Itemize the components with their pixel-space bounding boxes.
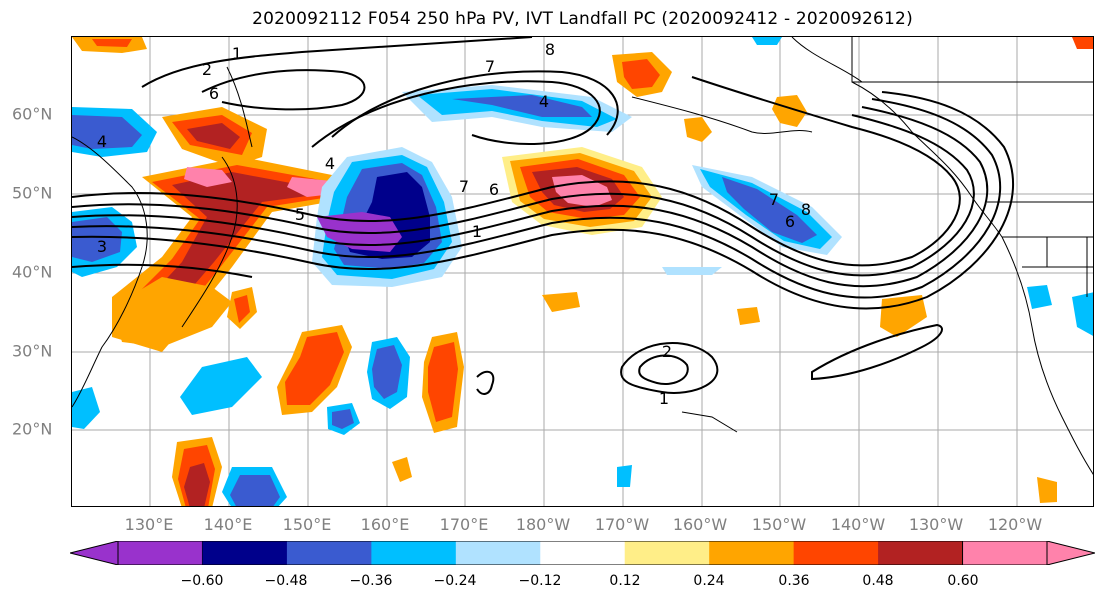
contour-label: 8 — [545, 40, 555, 59]
lon-label: 150°W — [751, 515, 807, 534]
contour-label: 1 — [232, 44, 242, 63]
contour-label: 2 — [662, 342, 672, 361]
colorbar-tick-label: 0.36 — [778, 573, 810, 589]
lon-label: 130°E — [124, 515, 174, 534]
contour-label: 8 — [801, 200, 811, 219]
colorbar-segment — [371, 541, 457, 565]
map-svg: 1 2 6 4 3 5 7 6 8 4 7 8 6 4 7 1 2 1 — [72, 37, 1093, 506]
colorbar-extend-min — [70, 541, 203, 565]
contour-label: 2 — [202, 60, 212, 79]
contour-label: 7 — [485, 57, 495, 76]
contour-label: 7 — [459, 177, 469, 196]
colorbar-tick-label: 0.48 — [862, 573, 894, 589]
lon-label: 160°E — [360, 515, 410, 534]
lon-label: 130°W — [908, 515, 964, 534]
coastlines — [72, 37, 1093, 475]
lon-label: 160°W — [672, 515, 728, 534]
colorbar-segment — [709, 541, 795, 565]
lat-label: 50°N — [12, 183, 53, 203]
contour-label: 6 — [209, 84, 219, 103]
colorbar-tick-label: −0.24 — [433, 573, 477, 589]
colorbar-tick-label: −0.60 — [180, 573, 224, 589]
lon-label: 150°E — [282, 515, 332, 534]
contour-label: 3 — [97, 237, 107, 256]
colorbar-segment — [455, 541, 541, 565]
colorbar-segment — [878, 541, 964, 565]
contour-label: 4 — [325, 154, 335, 173]
colorbar-tick-label: −0.12 — [518, 573, 562, 589]
lon-label: 120°W — [987, 515, 1043, 534]
contour-label: 7 — [769, 190, 779, 209]
lon-label: 180°W — [515, 515, 571, 534]
lat-label: 30°N — [12, 341, 53, 361]
lon-label: 140°E — [203, 515, 253, 534]
contour-label: 5 — [295, 205, 305, 224]
colorbar-tick-label: −0.36 — [349, 573, 393, 589]
colorbar-segment — [202, 541, 288, 565]
lon-label: 170°W — [594, 515, 650, 534]
contour-label: 1 — [659, 389, 669, 408]
colorbar-segment — [286, 541, 372, 565]
ivt-contours — [72, 37, 1014, 395]
colorbar-tick-label: 0.60 — [947, 573, 979, 589]
contour-label: 6 — [489, 180, 499, 199]
colorbar — [70, 541, 1095, 565]
colorbar-tick-label: 0.24 — [693, 573, 725, 589]
lon-label: 140°W — [830, 515, 886, 534]
colorbar-segment — [793, 541, 879, 565]
contour-label: 6 — [785, 212, 795, 231]
contour-label: 1 — [472, 222, 482, 241]
colorbar-tick-label: 0.12 — [609, 573, 641, 589]
contour-label: 4 — [539, 92, 549, 111]
map-panel: 1 2 6 4 3 5 7 6 8 4 7 8 6 4 7 1 2 1 — [71, 36, 1094, 507]
colorbar-segment — [540, 541, 626, 565]
colorbar-segment — [624, 541, 710, 565]
lat-label: 20°N — [12, 419, 53, 439]
colorbar-segments — [70, 541, 1095, 565]
lat-label: 40°N — [12, 262, 53, 282]
lon-label: 170°E — [439, 515, 489, 534]
chart-title: 2020092112 F054 250 hPa PV, IVT Landfall… — [252, 9, 913, 29]
colorbar-tick-label: −0.48 — [264, 573, 308, 589]
contour-label: 4 — [97, 132, 107, 151]
lat-label: 60°N — [12, 104, 53, 124]
contour-labels: 1 2 6 4 3 5 7 6 8 4 7 8 6 4 7 1 2 1 — [97, 40, 811, 408]
colorbar-extend-max — [962, 541, 1095, 565]
